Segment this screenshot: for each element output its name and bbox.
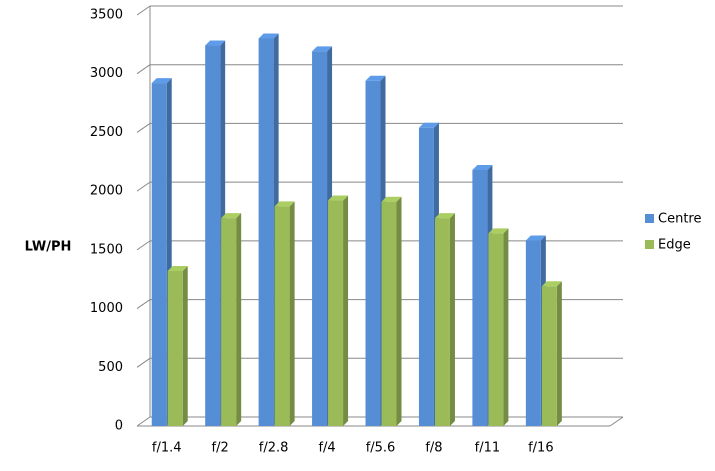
- legend-label: Centre: [658, 212, 701, 227]
- y-tick-label: 2500: [90, 125, 123, 140]
- y-tick-label: 3000: [90, 66, 123, 81]
- grid-line-side: [136, 240, 151, 251]
- y-tick-label: 3500: [90, 8, 123, 23]
- bar-top: [167, 265, 188, 271]
- x-tick-label: f/8: [425, 441, 442, 456]
- x-tick-label: f/11: [475, 441, 501, 456]
- bar-top: [472, 165, 493, 171]
- y-tick-label: 2000: [90, 184, 123, 199]
- bar-side: [236, 213, 242, 426]
- bar-side: [343, 195, 349, 426]
- bar-top: [205, 40, 226, 46]
- bar-top: [525, 235, 546, 241]
- legend-label: Edge: [658, 238, 691, 253]
- bar: [221, 218, 237, 426]
- bar-top: [258, 33, 279, 39]
- bar: [525, 240, 541, 426]
- y-tick-label: 0: [115, 419, 123, 434]
- bar-top: [312, 46, 333, 52]
- x-tick-label: f/2: [212, 441, 229, 456]
- bar: [381, 201, 397, 426]
- legend-swatch: [645, 214, 654, 223]
- bar: [472, 170, 488, 426]
- y-tick-label: 500: [98, 360, 123, 375]
- grid-line-side: [136, 299, 151, 309]
- bar: [541, 286, 557, 426]
- bar: [434, 218, 450, 426]
- bar: [205, 45, 221, 426]
- x-tick-label: f/5.6: [366, 441, 396, 456]
- bar: [167, 270, 183, 426]
- x-tick-label: f/2.8: [259, 441, 289, 456]
- bar-top: [381, 196, 402, 202]
- bar-top: [541, 281, 562, 287]
- bar-top: [418, 122, 439, 128]
- bar: [328, 200, 344, 426]
- bar-top: [488, 228, 509, 234]
- bar-top: [365, 75, 386, 81]
- x-tick-label: f/16: [528, 441, 554, 456]
- bar-top: [274, 201, 295, 207]
- bar: [151, 83, 167, 426]
- bar-top: [221, 213, 242, 219]
- bar-side: [289, 201, 295, 426]
- legend-swatch: [645, 240, 654, 249]
- bar-side: [556, 281, 562, 426]
- bar-top: [434, 213, 455, 219]
- bar: [312, 51, 328, 426]
- x-tick-label: f/4: [318, 441, 335, 456]
- bar: [488, 233, 504, 426]
- bar: [365, 80, 381, 426]
- bar-side: [449, 213, 455, 426]
- grid-line-side: [136, 181, 151, 192]
- bar-top: [151, 78, 172, 84]
- bar-top: [328, 195, 349, 201]
- bar-side: [503, 228, 509, 426]
- bar-side: [396, 196, 402, 426]
- bar-side: [182, 265, 188, 426]
- grid-line-side: [136, 5, 151, 16]
- x-tick-label: f/1.4: [152, 441, 182, 456]
- y-axis-label: LW/PH: [25, 240, 72, 255]
- grid-line-side: [136, 64, 151, 75]
- grid-line-side: [136, 416, 151, 427]
- bar: [258, 38, 274, 426]
- bar: [418, 127, 434, 426]
- grid-line-side: [136, 123, 151, 133]
- y-tick-label: 1500: [90, 242, 123, 257]
- bar: [274, 206, 290, 426]
- y-tick-label: 1000: [90, 301, 123, 316]
- floor-edge: [609, 416, 624, 427]
- grid-line-side: [136, 357, 151, 368]
